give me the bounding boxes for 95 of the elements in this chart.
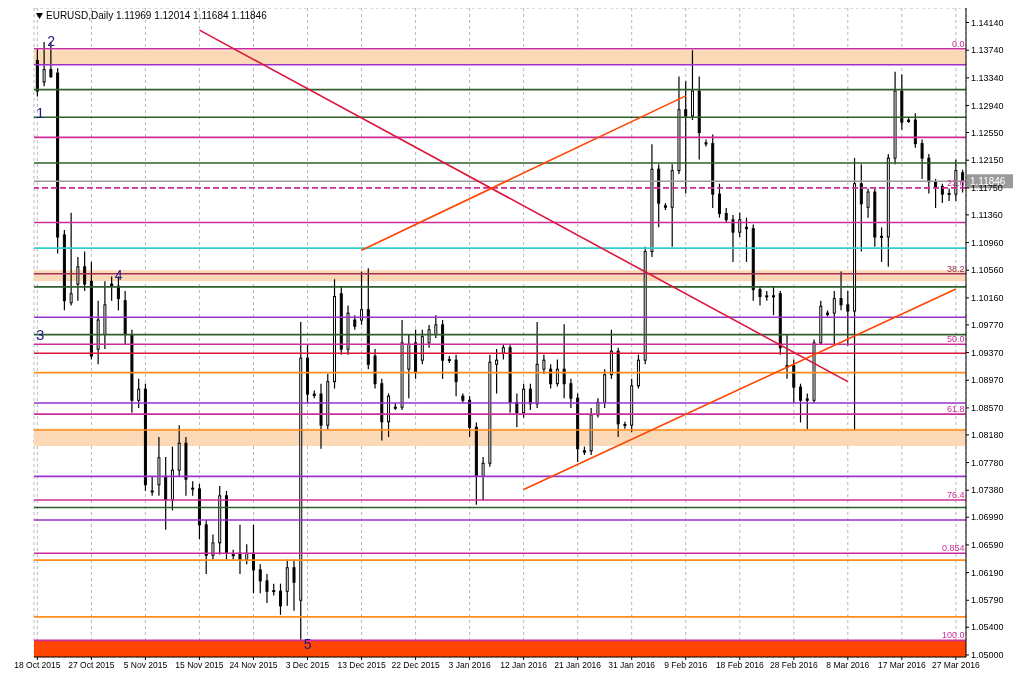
candlestick bbox=[650, 143, 654, 258]
candlestick bbox=[731, 214, 735, 263]
candlestick bbox=[893, 71, 897, 165]
y-tick-label: 1.05000 bbox=[971, 650, 1004, 661]
x-tick-label: 12 Jan 2016 bbox=[500, 660, 548, 671]
candlestick bbox=[319, 383, 323, 450]
annotation: 1 bbox=[36, 104, 45, 121]
candlestick bbox=[69, 212, 73, 307]
y-tick-label: 1.06190 bbox=[971, 567, 1004, 578]
y-tick-label: 1.11360 bbox=[971, 210, 1003, 221]
candlestick bbox=[508, 343, 512, 414]
y-tick-label: 1.06990 bbox=[971, 512, 1004, 523]
annotation: 61.8 bbox=[947, 404, 965, 415]
candlestick bbox=[677, 75, 681, 175]
x-tick-label: 21 Jan 2016 bbox=[554, 660, 602, 671]
x-tick-label: 27 Mar 2016 bbox=[932, 660, 980, 671]
candlestick bbox=[623, 421, 627, 430]
annotation: 38.2 bbox=[947, 263, 965, 274]
y-tick-label: 1.09770 bbox=[971, 320, 1004, 331]
y-tick-label: 1.10160 bbox=[971, 293, 1004, 304]
candlestick bbox=[157, 436, 161, 497]
candlestick bbox=[265, 573, 269, 604]
annotation: 100.0 bbox=[942, 630, 965, 641]
x-tick-label: 27 Oct 2015 bbox=[68, 660, 115, 671]
annotation: 2 bbox=[47, 32, 56, 49]
candlestick bbox=[42, 41, 46, 87]
candlestick bbox=[164, 456, 168, 531]
x-tick-label: 9 Feb 2016 bbox=[664, 660, 708, 671]
candlestick bbox=[515, 392, 519, 428]
x-tick-label: 8 Mar 2016 bbox=[826, 660, 870, 671]
candlestick bbox=[542, 354, 546, 375]
annotation: 50.0 bbox=[947, 334, 965, 345]
candlestick bbox=[76, 256, 80, 302]
x-tick-label: 24 Nov 2015 bbox=[229, 660, 278, 671]
y-tick-label: 1.05790 bbox=[971, 595, 1004, 606]
y-tick-label: 1.12940 bbox=[971, 100, 1004, 111]
y-tick-label: 1.09370 bbox=[971, 347, 1004, 358]
candlestick bbox=[947, 187, 951, 202]
candlestick bbox=[299, 321, 303, 641]
y-tick-label: 1.10960 bbox=[971, 237, 1004, 248]
x-tick-label: 5 Nov 2015 bbox=[123, 660, 168, 671]
y-tick-label: 1.06590 bbox=[971, 540, 1004, 551]
y-tick-label: 1.08570 bbox=[971, 403, 1004, 414]
x-tick-label: 17 Mar 2016 bbox=[877, 660, 926, 671]
annotation: 76.4 bbox=[947, 489, 965, 500]
annotation: 23.6 bbox=[947, 177, 965, 188]
candlestick bbox=[859, 163, 863, 253]
y-tick-label: 1.12550 bbox=[971, 127, 1004, 138]
chart-title: EURUSD,Daily 1.11969 1.12014 1.11684 1.11846 bbox=[46, 10, 267, 21]
y-tick-label: 1.13340 bbox=[971, 73, 1004, 84]
annotation: 0.0 bbox=[952, 38, 965, 49]
candlestick bbox=[130, 329, 134, 414]
candlestick bbox=[866, 187, 870, 219]
y-tick-label: 1.08970 bbox=[971, 375, 1004, 386]
candlestick bbox=[562, 323, 566, 399]
candlestick bbox=[704, 138, 708, 147]
candlestick bbox=[488, 354, 492, 468]
candlestick bbox=[184, 436, 188, 497]
candlestick bbox=[839, 271, 843, 311]
candlestick bbox=[373, 348, 377, 390]
candlestick bbox=[238, 524, 242, 575]
x-tick-label: 28 Feb 2016 bbox=[769, 660, 818, 671]
y-tick-label: 1.08180 bbox=[971, 430, 1004, 441]
candlestick bbox=[920, 138, 924, 180]
x-tick-label: 3 Jan 2016 bbox=[448, 660, 491, 671]
candlestick bbox=[211, 533, 215, 561]
y-tick-label: 1.13740 bbox=[971, 45, 1004, 56]
candlestick bbox=[103, 280, 107, 350]
candlestick bbox=[684, 80, 688, 195]
candlestick bbox=[292, 558, 296, 612]
candlestick bbox=[400, 319, 404, 411]
candlestick bbox=[853, 157, 857, 431]
y-tick-label: 1.10560 bbox=[971, 265, 1004, 276]
x-tick-label: 31 Jan 2016 bbox=[608, 660, 656, 671]
y-tick-label: 1.14140 bbox=[971, 17, 1004, 28]
y-tick-label: 1.07380 bbox=[971, 485, 1004, 496]
candlestick bbox=[569, 378, 573, 409]
y-tick-label: 1.12150 bbox=[971, 155, 1004, 166]
x-tick-label: 18 Feb 2016 bbox=[715, 660, 764, 671]
candlestick bbox=[663, 202, 667, 211]
x-tick-label: 22 Dec 2015 bbox=[391, 660, 440, 671]
x-tick-label: 15 Nov 2015 bbox=[175, 660, 224, 671]
x-tick-label: 18 Oct 2015 bbox=[14, 660, 61, 671]
x-tick-label: 13 Dec 2015 bbox=[337, 660, 386, 671]
annotation: 0.854 bbox=[942, 543, 965, 554]
candlestick bbox=[481, 456, 485, 502]
candlestick bbox=[670, 163, 674, 248]
candlestick bbox=[535, 321, 539, 409]
candlestick bbox=[758, 285, 762, 307]
x-tick-label: 3 Dec 2015 bbox=[285, 660, 330, 671]
y-tick-label: 1.07780 bbox=[971, 457, 1004, 468]
candlestick bbox=[454, 354, 458, 397]
candlestick bbox=[96, 300, 100, 365]
candlestick bbox=[427, 324, 431, 349]
y-tick-label: 1.05400 bbox=[971, 622, 1004, 633]
